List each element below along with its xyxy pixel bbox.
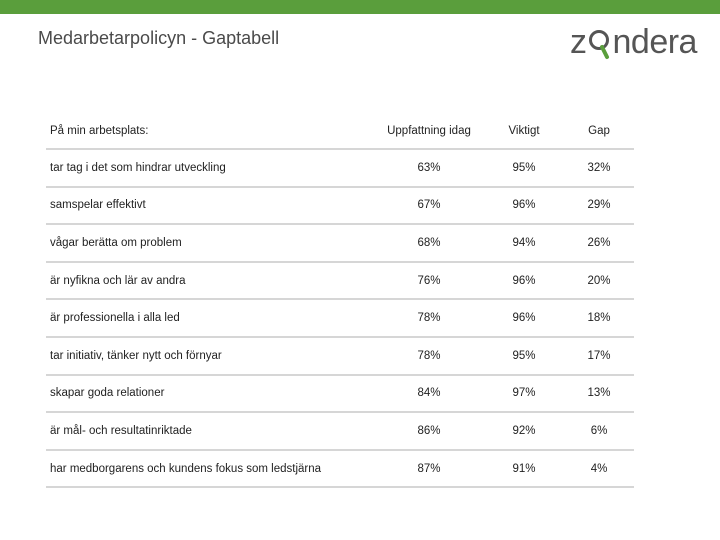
table-row: är professionella i alla led 78% 96% 18% — [46, 299, 634, 338]
page-title: Medarbetarpolicyn - Gaptabell — [38, 28, 280, 48]
logo-text-left: z — [570, 22, 587, 61]
table-row: är mål- och resultatinriktade 86% 92% 6% — [46, 412, 634, 451]
table-row: vågar berätta om problem 68% 94% 26% — [46, 224, 634, 263]
cell-importance: 97% — [484, 374, 564, 414]
cell-gap: 13% — [564, 374, 634, 414]
table-row: har medborgarens och kundens fokus som l… — [46, 449, 634, 489]
cell-perception: 68% — [374, 224, 484, 263]
cell-importance: 96% — [484, 186, 564, 226]
cell-statement: vågar berätta om problem — [46, 224, 374, 263]
table-row: tar initiativ, tänker nytt och förnyar 78… — [46, 336, 634, 376]
header-statement: På min arbetsplats: — [46, 113, 374, 150]
logo-text-right: ndera — [612, 22, 698, 61]
cell-gap: 18% — [564, 299, 634, 338]
table-row: skapar goda relationer 84% 97% 13% — [46, 374, 634, 414]
cell-perception: 67% — [374, 186, 484, 226]
header-gap: Gap — [564, 113, 634, 150]
cell-perception: 78% — [374, 336, 484, 376]
cell-perception: 86% — [374, 412, 484, 451]
cell-statement: samspelar effektivt — [46, 186, 374, 226]
table-header-row: På min arbetsplats: Uppfattning idag Vik… — [46, 113, 634, 150]
cell-gap: 17% — [564, 336, 634, 376]
zondera-logo: z ndera — [570, 22, 697, 62]
cell-importance: 94% — [484, 224, 564, 263]
table-row: tar tag i det som hindrar utveckling 63% 9… — [46, 149, 634, 188]
gap-table: På min arbetsplats: Uppfattning idag Vik… — [46, 113, 634, 489]
cell-gap: 20% — [564, 261, 634, 301]
cell-statement: är professionella i alla led — [46, 299, 374, 338]
header-importance: Viktigt — [484, 113, 564, 150]
top-accent-bar — [0, 0, 720, 14]
cell-perception: 63% — [374, 149, 484, 188]
header-perception: Uppfattning idag — [374, 113, 484, 150]
cell-statement: är mål- och resultatinriktade — [46, 412, 374, 451]
table-row: samspelar effektivt 67% 96% 29% — [46, 186, 634, 226]
cell-gap: 32% — [564, 149, 634, 188]
magnifier-icon — [587, 22, 613, 62]
cell-gap: 6% — [564, 412, 634, 451]
cell-perception: 78% — [374, 299, 484, 338]
cell-perception: 84% — [374, 374, 484, 414]
cell-gap: 4% — [564, 449, 634, 489]
cell-gap: 29% — [564, 186, 634, 226]
table-row: är nyfikna och lär av andra 76% 96% 20% — [46, 261, 634, 301]
cell-importance: 91% — [484, 449, 564, 489]
cell-perception: 76% — [374, 261, 484, 301]
cell-statement: tar initiativ, tänker nytt och förnyar — [46, 336, 374, 376]
cell-importance: 96% — [484, 299, 564, 338]
cell-statement: är nyfikna och lär av andra — [46, 261, 374, 301]
cell-perception: 87% — [374, 449, 484, 489]
cell-statement: skapar goda relationer — [46, 374, 374, 414]
cell-importance: 95% — [484, 336, 564, 376]
cell-importance: 95% — [484, 149, 564, 188]
cell-gap: 26% — [564, 224, 634, 263]
cell-importance: 92% — [484, 412, 564, 451]
cell-statement: tar tag i det som hindrar utveckling — [46, 149, 374, 188]
cell-importance: 96% — [484, 261, 564, 301]
cell-statement: har medborgarens och kundens fokus som l… — [46, 449, 374, 489]
